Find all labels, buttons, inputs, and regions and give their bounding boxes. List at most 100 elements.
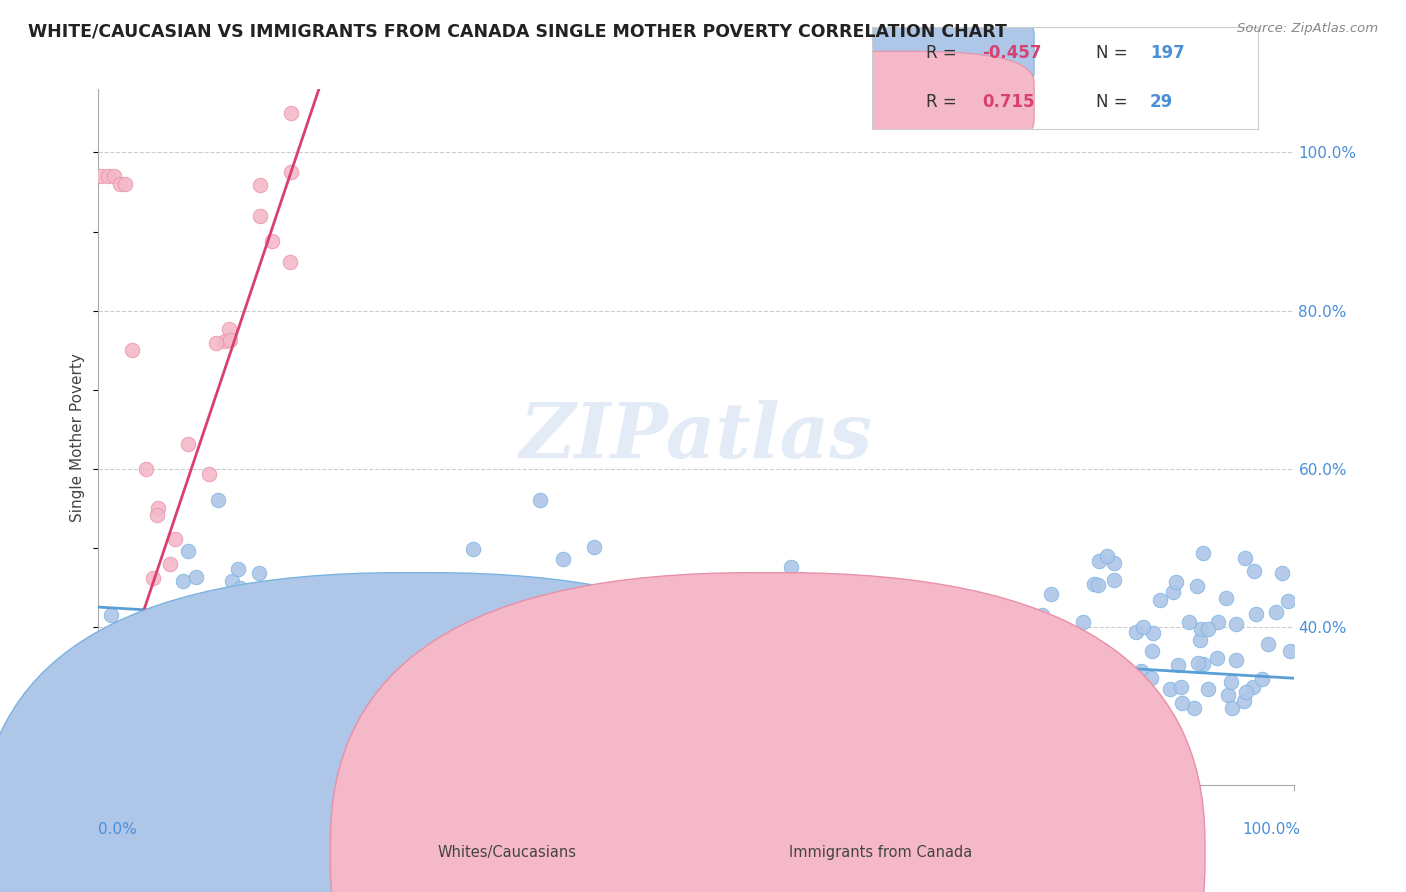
Point — [665, 604, 688, 618]
Point — [768, 641, 790, 656]
Point — [226, 562, 249, 576]
Point — [641, 593, 664, 607]
Point — [1277, 593, 1299, 607]
Point — [700, 658, 723, 673]
Point — [108, 177, 131, 191]
Point — [934, 689, 956, 703]
Point — [709, 651, 731, 665]
Point — [1233, 551, 1256, 566]
Point — [112, 687, 135, 701]
Point — [1085, 679, 1108, 693]
Text: Source: ZipAtlas.com: Source: ZipAtlas.com — [1237, 22, 1378, 36]
Point — [463, 541, 485, 556]
Point — [307, 676, 329, 690]
Point — [349, 639, 371, 653]
Point — [260, 234, 283, 248]
Point — [921, 664, 943, 678]
Point — [558, 686, 581, 700]
Text: N =: N = — [1097, 45, 1133, 62]
Text: 0.715: 0.715 — [981, 93, 1035, 111]
Point — [620, 663, 643, 677]
Point — [118, 794, 141, 808]
Point — [1185, 579, 1208, 593]
Point — [218, 322, 240, 336]
Point — [842, 674, 865, 689]
Point — [247, 566, 270, 580]
Point — [733, 667, 755, 681]
Point — [177, 437, 200, 451]
Point — [596, 645, 619, 659]
Point — [305, 620, 328, 634]
Point — [598, 610, 620, 624]
Point — [1102, 574, 1125, 588]
Point — [773, 657, 796, 672]
Y-axis label: Single Mother Poverty: Single Mother Poverty — [70, 352, 86, 522]
Point — [1125, 625, 1147, 640]
Point — [219, 333, 242, 347]
Point — [90, 169, 112, 184]
Text: Whites/Caucasians: Whites/Caucasians — [437, 846, 576, 860]
Point — [249, 210, 271, 224]
Point — [984, 640, 1007, 654]
Point — [699, 652, 721, 666]
Point — [834, 596, 856, 610]
Point — [1139, 672, 1161, 686]
Point — [529, 493, 551, 508]
Point — [1243, 564, 1265, 578]
Point — [1250, 672, 1272, 686]
Point — [531, 607, 554, 622]
Point — [461, 587, 484, 601]
Point — [962, 644, 984, 658]
Point — [447, 585, 470, 599]
Point — [780, 559, 803, 574]
Text: -0.457: -0.457 — [981, 45, 1042, 62]
Point — [505, 656, 527, 670]
Point — [579, 665, 602, 679]
Point — [866, 583, 889, 598]
Point — [1205, 651, 1227, 665]
Point — [205, 336, 228, 351]
Point — [844, 675, 866, 690]
Point — [1216, 688, 1239, 702]
Point — [914, 658, 936, 673]
Point — [326, 729, 349, 743]
Point — [1241, 681, 1264, 695]
Point — [1225, 617, 1247, 632]
Point — [453, 615, 475, 630]
Point — [733, 607, 755, 622]
Point — [997, 627, 1019, 641]
Point — [1097, 549, 1119, 563]
Point — [1233, 694, 1256, 708]
Point — [636, 680, 658, 694]
Point — [457, 635, 479, 649]
Point — [664, 673, 686, 687]
Point — [394, 617, 416, 632]
Point — [1040, 587, 1063, 601]
Point — [1191, 657, 1213, 671]
Point — [100, 608, 122, 623]
Point — [1142, 644, 1164, 658]
Point — [1101, 719, 1123, 733]
Point — [186, 570, 208, 584]
Point — [1164, 574, 1187, 589]
Point — [1197, 623, 1219, 637]
Point — [531, 593, 554, 607]
Point — [644, 605, 666, 619]
Point — [1036, 667, 1059, 681]
Point — [1105, 656, 1128, 670]
Point — [281, 587, 304, 601]
Point — [537, 606, 560, 620]
Point — [603, 631, 626, 645]
Point — [142, 571, 165, 585]
Point — [924, 618, 946, 632]
Point — [277, 600, 299, 615]
Point — [1114, 670, 1136, 684]
Point — [1149, 593, 1171, 607]
Point — [553, 552, 575, 566]
Point — [910, 642, 932, 657]
Point — [312, 586, 335, 600]
Point — [949, 645, 972, 659]
Point — [135, 461, 157, 475]
Point — [1197, 681, 1219, 696]
Point — [373, 578, 395, 592]
